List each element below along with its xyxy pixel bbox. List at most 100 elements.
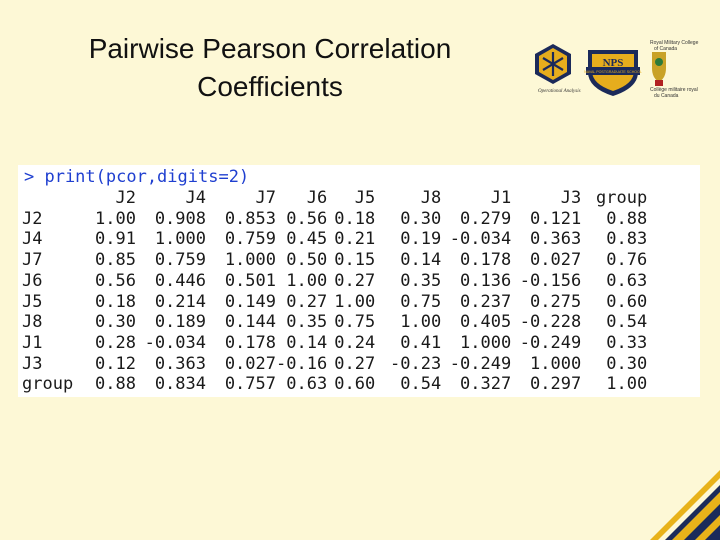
row-header: group xyxy=(22,374,74,395)
table-cell: 0.759 xyxy=(224,229,276,250)
table-cell: -0.034 xyxy=(449,229,512,250)
correlation-table: J2 J4 J7 J6 J5 J8 J1 J3 group J2 1.00 0.90… xyxy=(22,188,647,395)
table-row: J1 0.28 -0.034 0.178 0.14 0.24 0.41 1.000 -0.249… xyxy=(22,333,647,354)
row-header: J2 xyxy=(22,208,43,229)
row-header: J7 xyxy=(22,250,43,271)
table-cell: 0.60 xyxy=(606,291,648,312)
row-header: J5 xyxy=(22,291,43,312)
table-cell: 0.27 xyxy=(286,291,328,312)
table-cell: 0.75 xyxy=(400,291,442,312)
table-cell: 0.30 xyxy=(606,353,648,374)
row-header: J8 xyxy=(22,312,43,333)
table-cell: 0.85 xyxy=(95,250,136,271)
table-cell: -0.249 xyxy=(519,332,582,353)
table-cell: 0.88 xyxy=(606,208,648,229)
r-console-output: > print(pcor,digits=2) J2 J4 J7 J6 J5 J8… xyxy=(18,165,700,397)
table-cell: 0.297 xyxy=(530,374,582,395)
column-header: J7 xyxy=(255,188,276,208)
logo-group: Operational Analysis NPS NAVAL POSTGRADU… xyxy=(535,40,699,99)
column-header: group xyxy=(596,188,648,208)
table-cell: 0.757 xyxy=(224,374,276,395)
table-cell: 0.189 xyxy=(154,312,206,333)
table-cell: 0.27 xyxy=(334,270,376,291)
table-cell: 0.50 xyxy=(286,250,328,271)
table-cell: 0.279 xyxy=(460,208,512,229)
table-cell: 0.121 xyxy=(530,208,582,229)
table-cell: 1.00 xyxy=(334,291,376,312)
slide-title-line2: Coefficients xyxy=(197,71,343,102)
table-row: group 0.88 0.834 0.757 0.63 0.60 0.54 0.327 0.29… xyxy=(22,374,647,395)
table-cell: 0.853 xyxy=(224,208,276,229)
table-cell: 0.149 xyxy=(224,291,276,312)
table-cell: 0.27 xyxy=(334,353,376,374)
rmc-text-line1: Royal Military College xyxy=(650,40,699,46)
table-cell: 0.144 xyxy=(224,312,276,333)
table-cell: 0.405 xyxy=(460,312,512,333)
column-header: J1 xyxy=(490,188,512,208)
table-cell: -0.16 xyxy=(276,353,328,374)
table-row: J8 0.30 0.189 0.144 0.35 0.75 1.00 0.405 -0.228 0… xyxy=(22,312,647,333)
nps-text: NPS xyxy=(603,57,624,69)
table-row: J4 0.91 1.000 0.759 0.45 0.21 0.19 -0.034 0.363 0… xyxy=(22,229,647,250)
rmc-text-line3: Collège militaire royal xyxy=(650,87,698,93)
logo-caption: Operational Analysis xyxy=(538,89,581,94)
table-cell: 0.88 xyxy=(95,374,136,395)
row-header: J1 xyxy=(22,332,43,353)
table-cell: 0.41 xyxy=(400,332,442,353)
table-cell: 0.14 xyxy=(400,250,442,271)
table-cell: -0.228 xyxy=(519,312,582,333)
table-cell: 1.000 xyxy=(530,353,582,374)
table-cell: 0.18 xyxy=(95,291,136,312)
table-cell: 0.14 xyxy=(286,332,328,353)
corner-decoration xyxy=(650,470,720,540)
slide-title: Pairwise Pearson Correlation Coefficient… xyxy=(30,30,510,106)
row-header: J3 xyxy=(22,353,43,374)
table-cell: 0.30 xyxy=(95,312,136,333)
column-header: J5 xyxy=(354,188,376,208)
table-cell: 0.178 xyxy=(224,332,276,353)
table-cell: 0.363 xyxy=(154,353,206,374)
rmc-crest-logo xyxy=(652,52,666,86)
table-cell: 0.83 xyxy=(606,229,648,250)
table-cell: 1.000 xyxy=(154,229,206,250)
table-cell: 0.446 xyxy=(154,270,206,291)
table-cell: 0.136 xyxy=(460,270,512,291)
table-cell: 0.56 xyxy=(95,270,136,291)
table-cell: 0.027 xyxy=(530,250,582,271)
table-cell: 0.501 xyxy=(224,270,276,291)
table-row: J5 0.18 0.214 0.149 0.27 1.00 0.75 0.237 0.275 0.… xyxy=(22,292,647,313)
table-cell: 1.000 xyxy=(224,250,276,271)
table-cell: 0.60 xyxy=(334,374,376,395)
table-cell: 0.28 xyxy=(95,332,136,353)
table-cell: 0.237 xyxy=(460,291,512,312)
row-header: J6 xyxy=(22,270,43,291)
rmc-text-line4: du Canada xyxy=(654,93,679,99)
table-header-row: J2 J4 J7 J6 J5 J8 J1 J3 group xyxy=(22,188,648,209)
table-row: J3 0.12 0.363 0.027 -0.16 0.27 -0.23 -0.249 1.00… xyxy=(22,354,647,375)
table-cell: 0.91 xyxy=(95,229,136,250)
institution-logos: Operational Analysis NPS NAVAL POSTGRADU… xyxy=(530,38,700,108)
table-cell: 0.15 xyxy=(334,250,376,271)
table-cell: 0.56 xyxy=(286,208,328,229)
table-cell: 0.35 xyxy=(400,270,442,291)
operational-analysis-logo: Operational Analysis xyxy=(535,44,581,94)
table-cell: 0.027 xyxy=(224,353,276,374)
table-cell: 0.759 xyxy=(154,250,206,271)
table-cell: 0.19 xyxy=(400,229,442,250)
table-cell: 1.00 xyxy=(95,208,136,229)
table-cell: 0.21 xyxy=(334,229,376,250)
table-row: J7 0.85 0.759 1.000 0.50 0.15 0.14 0.178 0.027 0.… xyxy=(22,250,647,271)
row-header: J4 xyxy=(22,229,43,250)
corner-header-cell xyxy=(22,188,88,209)
table-cell: 0.63 xyxy=(606,270,648,291)
table-cell: -0.249 xyxy=(449,353,512,374)
table-cell: 1.00 xyxy=(400,312,442,333)
column-header: J2 xyxy=(115,188,136,208)
console-command: > print(pcor,digits=2) xyxy=(24,167,250,187)
column-header: J6 xyxy=(306,188,328,208)
table-cell: 0.24 xyxy=(334,332,376,353)
table-cell: 1.00 xyxy=(606,374,648,395)
column-header: J4 xyxy=(185,188,206,208)
table-cell: 0.75 xyxy=(334,312,376,333)
table-cell: 0.363 xyxy=(530,229,582,250)
